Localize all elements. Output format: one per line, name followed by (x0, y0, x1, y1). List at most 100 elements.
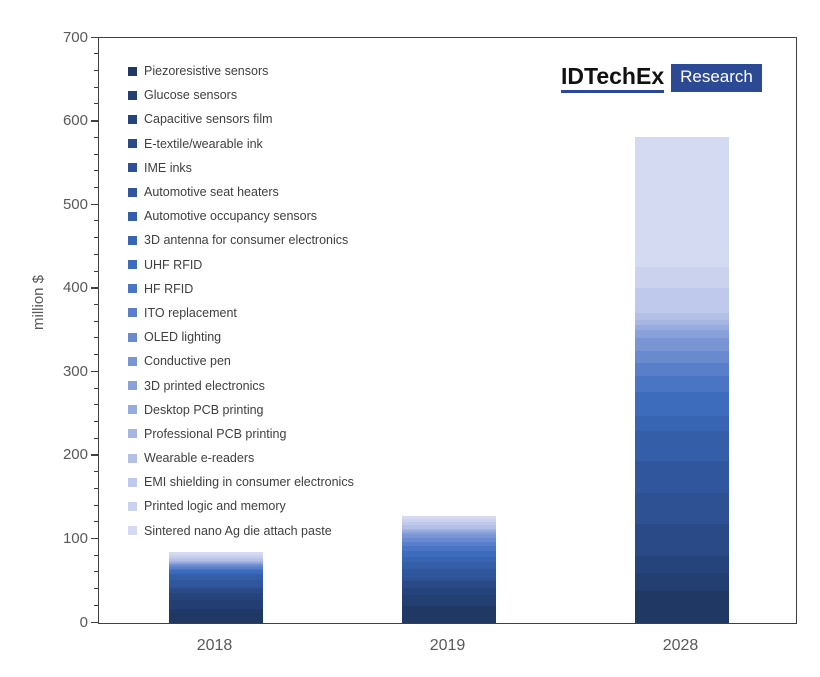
bar-segment (168, 556, 263, 559)
legend-label: HF RFID (144, 281, 194, 296)
legend-swatch-icon (128, 284, 137, 294)
y-minor-tick (94, 588, 98, 590)
legend-label: E-textile/wearable ink (144, 136, 263, 151)
y-minor-tick (94, 136, 98, 138)
legend-item: UHF RFID (128, 253, 354, 277)
bar-segment (634, 287, 729, 313)
y-minor-tick (94, 604, 98, 606)
y-minor-tick (94, 270, 98, 272)
y-minor-tick (94, 153, 98, 155)
bar-segment (634, 492, 729, 525)
bar-segment (168, 579, 263, 588)
bar-segment (168, 551, 263, 556)
legend-label: Wearable e-readers (144, 451, 255, 466)
bar-segment (634, 266, 729, 288)
bar-segment (401, 577, 496, 582)
legend-item: Sintered nano Ag die attach paste (128, 519, 354, 543)
legend-item: OLED lighting (128, 325, 354, 349)
y-tick-label: 200 (62, 446, 88, 464)
bar-segment (634, 415, 729, 431)
bar-segment (401, 516, 496, 520)
x-tick-label: 2018 (196, 637, 233, 654)
idtechex-logo-text: IDTechEx (561, 63, 665, 93)
legend: Piezoresistive sensors Glucose sensors Cap… (128, 59, 354, 543)
legend-label: EMI shielding in consumer electronics (144, 475, 354, 490)
legend-label: Desktop PCB printing (144, 402, 264, 417)
y-minor-tick (94, 487, 98, 489)
bar-segment (168, 599, 263, 609)
bar-segment (634, 137, 729, 267)
legend-item: Automotive occupancy sensors (128, 204, 354, 228)
legend-label: Automotive seat heaters (144, 185, 279, 200)
bar-segment (401, 551, 496, 557)
y-major-tick (91, 36, 98, 38)
y-major-tick (91, 454, 98, 456)
bar-segment (634, 324, 729, 330)
y-major-tick (91, 621, 98, 623)
y-tick-label: 500 (62, 195, 88, 213)
bar-segment (401, 587, 496, 596)
y-minor-tick (94, 404, 98, 406)
legend-label: IME inks (144, 160, 192, 175)
legend-item: ITO replacement (128, 301, 354, 325)
y-minor-tick (94, 437, 98, 439)
legend-swatch-icon (128, 381, 137, 391)
bar-segment (634, 338, 729, 351)
y-minor-tick (94, 237, 98, 239)
legend-swatch-icon (128, 163, 137, 173)
idtechex-logo: IDTechEx Research (561, 63, 762, 93)
y-major-tick (91, 537, 98, 540)
legend-swatch-icon (128, 90, 137, 100)
legend-label: Capacitive sensors film (144, 112, 273, 127)
legend-swatch-icon (128, 332, 137, 342)
y-tick-label: 100 (62, 529, 88, 547)
y-minor-tick (94, 571, 98, 573)
bar-segment (401, 531, 496, 535)
legend-swatch-icon (128, 501, 137, 511)
y-minor-tick (94, 471, 98, 473)
legend-item: 3D printed electronics (128, 373, 354, 397)
y-minor-tick (94, 186, 98, 188)
bar-segment (634, 375, 729, 393)
legend-swatch-icon (128, 429, 137, 439)
bar-segment (401, 528, 496, 531)
bar-segment (168, 558, 263, 562)
bar-segment (168, 587, 263, 589)
bar-segment (634, 430, 729, 461)
bar-segment (401, 537, 496, 542)
y-minor-tick (94, 420, 98, 422)
bar-segment (634, 591, 729, 623)
legend-label: OLED lighting (144, 330, 222, 345)
legend-item: Printed logic and memory (128, 494, 354, 518)
y-major-tick (91, 370, 98, 373)
legend-label: ITO replacement (144, 305, 237, 320)
idtechex-research-badge: Research (671, 64, 762, 92)
legend-swatch-icon (128, 66, 137, 76)
legend-label: Piezoresistive sensors (144, 64, 269, 79)
legend-swatch-icon (128, 187, 137, 197)
legend-item: Capacitive sensors film (128, 107, 354, 131)
legend-item: Professional PCB printing (128, 422, 354, 446)
y-major-tick (91, 203, 98, 206)
legend-swatch-icon (128, 235, 137, 245)
y-tick-label: 400 (62, 279, 88, 297)
legend-swatch-icon (128, 260, 137, 270)
legend-item: Conductive pen (128, 349, 354, 373)
bar-segment (401, 525, 496, 529)
bar-segment (401, 534, 496, 538)
bar-segment (634, 572, 729, 592)
legend-label: UHF RFID (144, 257, 203, 272)
bar-segment (168, 562, 263, 565)
y-minor-tick (94, 253, 98, 255)
bar-segment (401, 546, 496, 552)
bar-segment (634, 556, 729, 573)
y-minor-tick (94, 220, 98, 222)
bar-segment (401, 541, 496, 547)
bar-segment (401, 595, 496, 607)
x-tick-label: 2028 (662, 637, 699, 654)
y-tick-label: 700 (62, 28, 88, 46)
bar-segment (168, 570, 263, 573)
legend-item: EMI shielding in consumer electronics (128, 470, 354, 494)
bar-segment (634, 350, 729, 364)
legend-label: 3D antenna for consumer electronics (144, 233, 349, 248)
